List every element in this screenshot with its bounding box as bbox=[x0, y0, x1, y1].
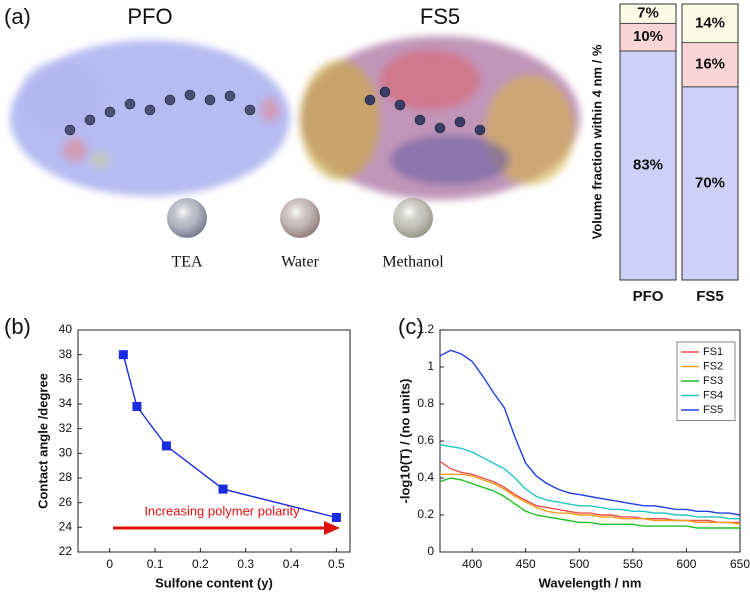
bar-segment bbox=[619, 50, 677, 281]
x-axis-label: Wavelength / nm bbox=[539, 575, 642, 590]
molecule-label: PFO bbox=[127, 4, 172, 29]
value-label: 7% bbox=[637, 5, 659, 22]
data-point bbox=[161, 441, 171, 451]
y-axis-label: -log10(T) / (no units) bbox=[397, 379, 412, 504]
x-axis-label: Sulfone content (y) bbox=[155, 575, 273, 590]
x-tick-label: 500 bbox=[569, 557, 589, 571]
x-tick-label: PFO bbox=[633, 288, 664, 305]
data-point bbox=[118, 350, 128, 360]
data-point bbox=[218, 484, 228, 494]
y-tick-label: 0 bbox=[427, 544, 434, 558]
y-axis-label: Volume fraction within 4 nm / % bbox=[589, 44, 604, 239]
legend-label: Methanol bbox=[382, 254, 444, 271]
value-label: 14% bbox=[695, 14, 725, 31]
value-label: 83% bbox=[633, 156, 663, 173]
value-label: 16% bbox=[695, 56, 725, 73]
molecule-label: FS5 bbox=[420, 4, 460, 29]
x-tick-label: 550 bbox=[623, 557, 643, 571]
series-line bbox=[439, 460, 740, 524]
legend-label: FS4 bbox=[703, 389, 723, 401]
y-tick-label: 28 bbox=[59, 470, 73, 484]
legend-label: Water bbox=[281, 254, 319, 271]
molecule-pfo bbox=[10, 40, 290, 196]
series-line bbox=[439, 444, 740, 520]
y-tick-label: 38 bbox=[59, 347, 73, 361]
y-tick-label: 0.8 bbox=[417, 396, 434, 410]
y-tick-label: 26 bbox=[59, 495, 73, 509]
x-tick-label: 650 bbox=[730, 557, 750, 571]
molecule-fs5 bbox=[300, 36, 580, 200]
value-label: 70% bbox=[695, 174, 725, 191]
series-line bbox=[439, 477, 740, 529]
legend-sphere bbox=[167, 198, 207, 238]
x-tick-label: FS5 bbox=[696, 288, 724, 305]
data-point bbox=[132, 401, 142, 411]
x-tick-label: 0.5 bbox=[328, 557, 345, 571]
y-tick-label: 36 bbox=[59, 372, 73, 386]
y-tick-label: 40 bbox=[59, 322, 73, 336]
x-tick-label: 0.3 bbox=[237, 557, 254, 571]
y-tick-label: 30 bbox=[59, 446, 73, 460]
x-tick-label: 0.2 bbox=[192, 557, 209, 571]
y-tick-label: 34 bbox=[59, 396, 73, 410]
y-tick-label: 24 bbox=[59, 520, 73, 534]
y-tick-label: 1.2 bbox=[417, 322, 434, 336]
bar-segment bbox=[681, 3, 739, 44]
molecule-pfo-backbone bbox=[64, 89, 256, 136]
panel-label: (a) bbox=[4, 4, 31, 29]
annotation: Increasing polymer polarity bbox=[144, 503, 300, 518]
series-line bbox=[440, 473, 741, 525]
panel-label: (c) bbox=[398, 314, 424, 339]
legend-sphere bbox=[393, 198, 433, 238]
x-tick-label: 0.4 bbox=[283, 557, 300, 571]
y-tick-label: 0.4 bbox=[417, 470, 434, 484]
x-tick-label: 600 bbox=[676, 557, 696, 571]
y-tick-label: 1 bbox=[427, 359, 434, 373]
value-label: 10% bbox=[633, 28, 663, 45]
x-tick-label: 0 bbox=[106, 557, 113, 571]
plot-frame bbox=[77, 329, 351, 553]
legend-label: FS3 bbox=[703, 375, 723, 387]
x-tick-label: 400 bbox=[462, 557, 482, 571]
data-point bbox=[331, 512, 341, 522]
y-axis-label: Contact angle /degree bbox=[35, 373, 50, 509]
panel-label: (b) bbox=[4, 314, 31, 339]
molecule-fs5-backbone bbox=[364, 86, 486, 136]
y-tick-label: 0.2 bbox=[417, 507, 434, 521]
y-tick-label: 32 bbox=[59, 421, 73, 435]
legend-label: FS1 bbox=[703, 346, 723, 358]
bar-segment bbox=[681, 42, 739, 88]
x-tick-label: 0.1 bbox=[147, 557, 164, 571]
y-tick-label: 0.6 bbox=[417, 433, 434, 447]
x-tick-label: 450 bbox=[516, 557, 536, 571]
bar-frame bbox=[619, 3, 677, 281]
series-line bbox=[122, 354, 337, 519]
legend-label: TEA bbox=[171, 254, 203, 271]
legend-label: FS2 bbox=[703, 360, 723, 372]
legend-label: FS5 bbox=[703, 404, 723, 416]
bar-frame bbox=[681, 3, 739, 281]
y-tick-label: 22 bbox=[59, 544, 73, 558]
annotation-arrowhead bbox=[324, 521, 340, 535]
legend-sphere bbox=[280, 198, 320, 238]
series-line bbox=[439, 349, 741, 516]
